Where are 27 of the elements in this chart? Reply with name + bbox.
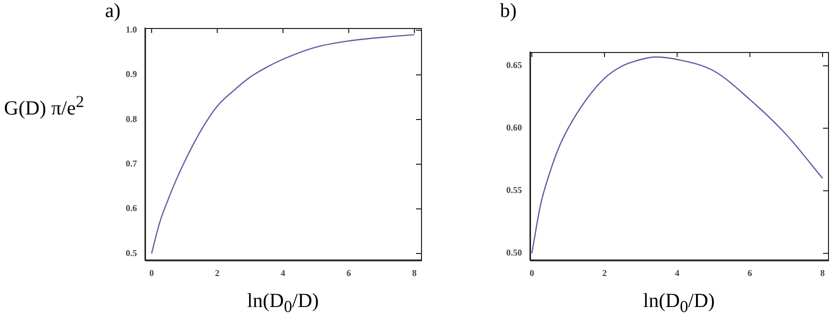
y-tick-label: 0.6: [126, 203, 138, 214]
x-tick-label: 6: [748, 268, 753, 278]
x-tick-label: 8: [820, 268, 826, 278]
line-series: [150, 34, 416, 254]
x-tick-label: 4: [280, 268, 286, 278]
y-tick-label: 0.60: [506, 122, 522, 133]
y-axis-title: G(D) π/e$^{2}$: [4, 92, 84, 121]
x-tick-label: 0: [149, 268, 154, 278]
x-axis-title: ln(D$_{0}$/D): [643, 290, 715, 317]
line-series: [531, 56, 824, 254]
chart-title: a): [105, 0, 121, 23]
x-tick-label: 2: [215, 268, 220, 278]
y-tick-label: 1.0: [126, 24, 138, 35]
x-tick-label: 2: [602, 268, 608, 278]
y-tick-label: 0.55: [506, 185, 522, 196]
x-tick-label: 0: [530, 268, 535, 278]
y-tick-label: 0.50: [506, 248, 522, 258]
y-tick-label: 0.65: [506, 60, 522, 70]
x-tick-label: 4: [674, 268, 680, 278]
y-tick-label: 0.9: [126, 69, 138, 80]
y-tick-label: 0.8: [126, 114, 138, 124]
y-tick-label: 0.5: [126, 248, 138, 258]
chart-title: b): [500, 0, 517, 23]
x-tick-label: 6: [346, 268, 352, 278]
x-tick-label: 8: [412, 268, 418, 278]
y-tick-label: 0.7: [126, 158, 138, 169]
x-axis-title: ln(D$_{0}$/D): [247, 290, 319, 317]
